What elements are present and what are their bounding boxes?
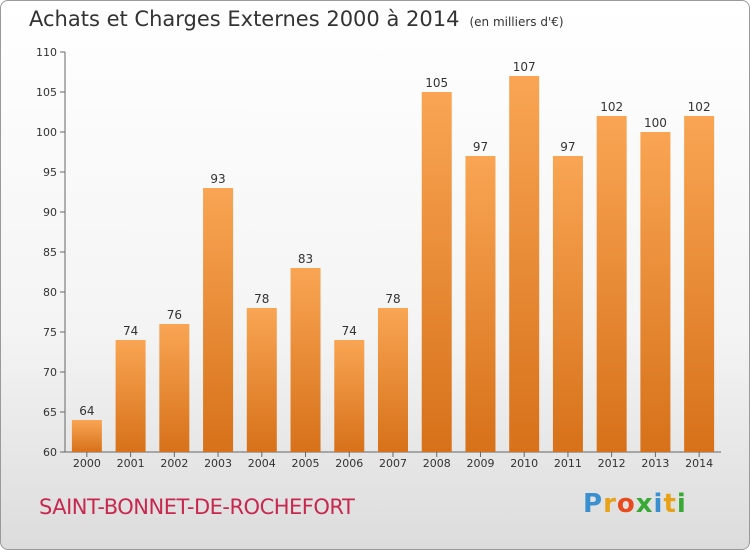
bar bbox=[552, 156, 583, 452]
logo-letter: t bbox=[663, 489, 677, 519]
y-tick-label: 105 bbox=[36, 86, 57, 99]
x-tick-label: 2014 bbox=[685, 457, 713, 470]
bar bbox=[684, 116, 715, 452]
place-name: SAINT-BONNET-DE-ROCHEFORT bbox=[39, 495, 355, 519]
x-tick-label: 2010 bbox=[510, 457, 538, 470]
bar-value-label: 107 bbox=[513, 60, 536, 74]
y-tick-label: 75 bbox=[43, 326, 57, 339]
chart-title-block: Achats et Charges Externes 2000 à 2014 (e… bbox=[29, 7, 564, 31]
bar-value-label: 105 bbox=[425, 76, 448, 90]
x-tick-label: 2013 bbox=[641, 457, 669, 470]
logo-letter: x bbox=[635, 489, 654, 519]
bar bbox=[378, 308, 408, 452]
bar bbox=[159, 324, 190, 452]
y-tick-label: 80 bbox=[43, 286, 57, 299]
x-tick-label: 2009 bbox=[466, 457, 494, 470]
y-tick-label: 85 bbox=[43, 246, 57, 259]
x-tick-label: 2001 bbox=[117, 457, 145, 470]
bar bbox=[421, 92, 452, 452]
x-tick-label: 2011 bbox=[554, 457, 582, 470]
x-tick-label: 2006 bbox=[335, 457, 363, 470]
bar-value-label: 100 bbox=[644, 116, 667, 130]
x-tick-label: 2008 bbox=[423, 457, 451, 470]
bar-value-label: 76 bbox=[167, 308, 182, 322]
x-tick-label: 2004 bbox=[248, 457, 276, 470]
x-tick-label: 2012 bbox=[598, 457, 626, 470]
y-tick-label: 110 bbox=[36, 46, 57, 59]
logo-letter: o bbox=[616, 489, 636, 519]
bar bbox=[290, 268, 321, 452]
x-tick-label: 2007 bbox=[379, 457, 407, 470]
bar bbox=[596, 116, 627, 452]
bar-value-label: 74 bbox=[123, 324, 138, 338]
x-tick-label: 2002 bbox=[160, 457, 188, 470]
proxiti-logo[interactable]: Proxiti bbox=[583, 489, 687, 519]
bar-value-label: 78 bbox=[254, 292, 269, 306]
x-tick-label: 2003 bbox=[204, 457, 232, 470]
bar bbox=[640, 132, 671, 452]
bar-value-label: 64 bbox=[79, 404, 94, 418]
chart-subtitle: (en milliers d'€) bbox=[469, 15, 564, 29]
logo-letter: P bbox=[583, 489, 604, 519]
y-tick-label: 95 bbox=[43, 166, 57, 179]
bar-value-label: 97 bbox=[473, 140, 488, 154]
bar bbox=[246, 308, 277, 452]
x-tick-label: 2000 bbox=[73, 457, 101, 470]
x-tick-label: 2005 bbox=[292, 457, 320, 470]
y-tick-label: 100 bbox=[36, 126, 57, 139]
bar-value-label: 74 bbox=[342, 324, 357, 338]
bar bbox=[71, 420, 102, 452]
bar bbox=[509, 76, 540, 452]
y-tick-label: 70 bbox=[43, 366, 57, 379]
logo-letter: i bbox=[676, 489, 687, 519]
bar-value-label: 102 bbox=[600, 100, 623, 114]
bar-value-label: 97 bbox=[560, 140, 575, 154]
bar-value-label: 83 bbox=[298, 252, 313, 266]
logo-letter: r bbox=[603, 489, 617, 519]
bar bbox=[465, 156, 496, 452]
chart-title: Achats et Charges Externes 2000 à 2014 bbox=[29, 7, 460, 31]
logo-letter: i bbox=[653, 489, 664, 519]
bar-value-label: 78 bbox=[385, 292, 400, 306]
y-tick-label: 90 bbox=[43, 206, 57, 219]
bar-value-label: 102 bbox=[688, 100, 711, 114]
bar bbox=[115, 340, 146, 452]
y-tick-label: 60 bbox=[43, 446, 57, 459]
y-tick-label: 65 bbox=[43, 406, 57, 419]
bar bbox=[203, 188, 234, 452]
bar bbox=[334, 340, 365, 452]
bar-value-label: 93 bbox=[210, 172, 225, 186]
